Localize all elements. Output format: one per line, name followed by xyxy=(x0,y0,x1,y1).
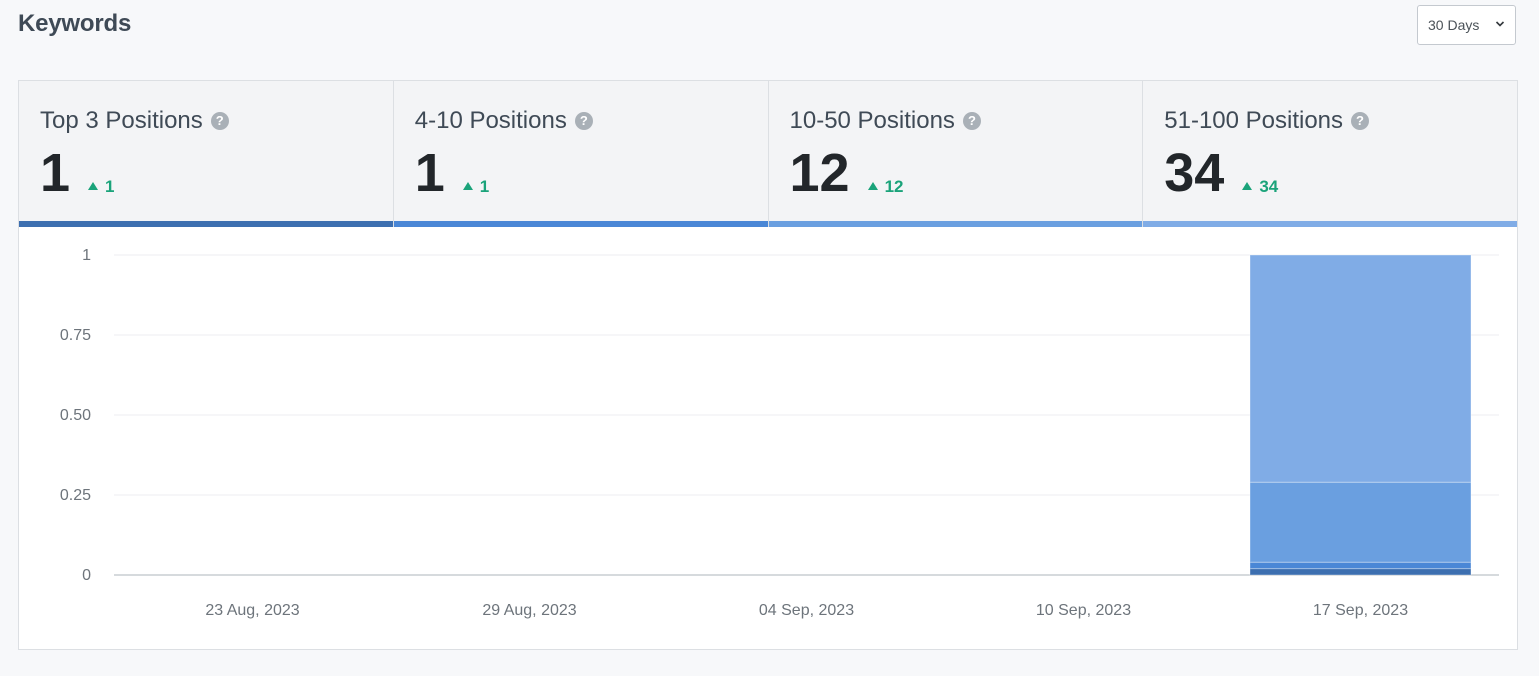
x-tick-label: 10 Sep, 2023 xyxy=(1036,602,1131,619)
position-tabs: Top 3 Positions ? 1 1 4-10 Positions ? 1 xyxy=(19,81,1517,227)
tab-label: Top 3 Positions ? xyxy=(40,107,229,135)
bar-segment[interactable] xyxy=(1249,481,1472,563)
tab-color-bar xyxy=(393,221,768,227)
tab-value: 1 1 xyxy=(40,143,115,203)
tab-value: 12 12 xyxy=(789,143,904,203)
tab-top-3-positions[interactable]: Top 3 Positions ? 1 1 xyxy=(19,81,394,227)
help-icon[interactable]: ? xyxy=(210,112,229,130)
bar-segment[interactable] xyxy=(1249,561,1472,570)
y-tick-label: 0.50 xyxy=(60,407,91,424)
y-tick-label: 0 xyxy=(82,567,91,584)
tab-value: 34 34 xyxy=(1164,143,1279,203)
bar-segment[interactable] xyxy=(1249,254,1472,483)
bar-segment[interactable] xyxy=(1249,568,1472,576)
x-tick-label: 04 Sep, 2023 xyxy=(759,602,854,619)
x-tick-label: 17 Sep, 2023 xyxy=(1313,602,1408,619)
delta-badge: 12 xyxy=(867,177,904,197)
tab-color-bar xyxy=(19,221,393,227)
help-icon[interactable]: ? xyxy=(574,112,593,130)
y-tick-label: 1 xyxy=(82,247,91,264)
help-icon[interactable]: ? xyxy=(1351,112,1370,130)
tab-value: 1 1 xyxy=(414,143,490,203)
x-tick-label: 29 Aug, 2023 xyxy=(482,602,576,619)
keywords-bar-chart: 1 0.75 0.50 0.25 0 23 Aug, 2023 29 Aug, 2023 04… xyxy=(60,247,1499,619)
y-tick-label: 0.25 xyxy=(60,487,91,504)
keywords-panel: Top 3 Positions ? 1 1 4-10 Positions ? 1 xyxy=(18,80,1518,650)
delta-badge: 1 xyxy=(462,177,489,197)
arrow-up-icon xyxy=(462,182,473,190)
date-range-select[interactable]: 30 Days xyxy=(1417,5,1516,45)
chevron-down-icon xyxy=(1495,21,1505,27)
help-icon[interactable]: ? xyxy=(962,112,981,130)
arrow-up-icon xyxy=(1242,182,1253,190)
arrow-up-icon xyxy=(88,182,99,190)
delta-badge: 34 xyxy=(1242,177,1278,197)
tab-51-100-positions[interactable]: 51-100 Positions ? 34 34 xyxy=(1143,81,1517,227)
tab-color-bar xyxy=(1143,221,1517,227)
tab-4-10-positions[interactable]: 4-10 Positions ? 1 1 xyxy=(393,81,769,227)
keywords-chart: 1 0.75 0.50 0.25 0 23 Aug, 2023 29 Aug, 2023 04… xyxy=(19,227,1517,649)
tab-label: 51-100 Positions ? xyxy=(1164,107,1370,135)
tab-label: 4-10 Positions ? xyxy=(415,107,593,135)
y-tick-label: 0.75 xyxy=(60,327,91,344)
delta-badge: 1 xyxy=(88,177,115,197)
tab-label: 10-50 Positions ? xyxy=(790,107,981,135)
arrow-up-icon xyxy=(867,182,878,190)
tab-10-50-positions[interactable]: 10-50 Positions ? 12 12 xyxy=(768,81,1144,227)
tab-color-bar xyxy=(768,221,1143,227)
x-tick-label: 23 Aug, 2023 xyxy=(205,602,299,619)
page-title: Keywords xyxy=(18,10,132,37)
date-range-value: 30 Days xyxy=(1428,17,1480,33)
